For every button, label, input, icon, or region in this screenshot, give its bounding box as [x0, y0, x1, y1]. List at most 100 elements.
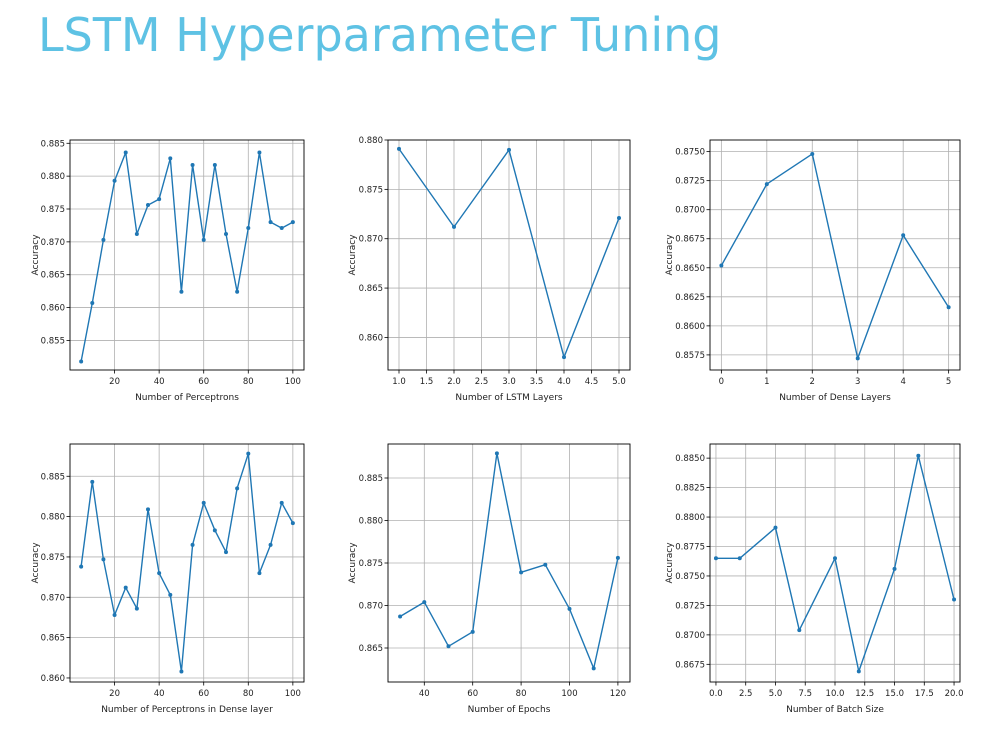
data-point — [190, 162, 195, 167]
data-point — [952, 597, 957, 602]
x-tick-label: 5.0 — [612, 377, 626, 387]
y-tick-label: 0.8675 — [675, 235, 705, 245]
x-tick-label: 0.0 — [709, 689, 723, 699]
data-point — [246, 451, 251, 456]
data-point — [224, 550, 228, 555]
data-point — [764, 182, 769, 187]
y-tick-label: 0.875 — [41, 205, 65, 215]
data-point — [90, 300, 95, 305]
x-tick-label: 5.0 — [769, 689, 783, 699]
data-point — [737, 556, 742, 561]
data-point — [90, 479, 95, 484]
x-tick-label: 20.0 — [945, 689, 964, 699]
x-tick-label: 40 — [154, 377, 165, 387]
data-point — [212, 162, 217, 167]
y-tick-label: 0.885 — [41, 472, 65, 482]
y-tick-label: 0.8650 — [675, 264, 705, 274]
data-point — [246, 226, 251, 231]
y-axis-label: Accuracy — [348, 234, 358, 276]
y-tick-label: 0.8625 — [675, 293, 705, 303]
data-point — [617, 215, 621, 220]
y-tick-label: 0.860 — [41, 304, 65, 314]
data-point — [168, 156, 173, 161]
data-point — [157, 571, 162, 576]
chart-perceptrons: 20 40 60 80 100 0.855 0.860 0.865 0.870 0.875 0.88… — [28, 136, 318, 406]
data-point — [112, 613, 117, 618]
x-axis-label: Number of LSTM Layers — [455, 393, 562, 403]
data-point — [179, 289, 184, 294]
plot-frame — [69, 443, 305, 683]
x-tick-label: 60 — [467, 689, 478, 699]
x-tick-label: 4.5 — [585, 377, 599, 387]
data-point — [112, 178, 117, 183]
data-point — [452, 224, 456, 229]
y-tick-label: 0.870 — [359, 235, 383, 245]
x-tick-label: 10.0 — [826, 689, 845, 699]
data-point — [397, 146, 401, 151]
plot-frame — [69, 139, 305, 371]
data-point — [257, 150, 262, 155]
data-point — [615, 555, 620, 560]
x-tick-label: 40 — [419, 689, 430, 699]
data-point — [279, 226, 284, 231]
y-axis-label: Accuracy — [31, 542, 41, 584]
data-point — [268, 220, 273, 225]
x-tick-label: 1.5 — [420, 377, 434, 387]
chart-dense-layers: 0 1 2 3 4 5 0.8575 0.8600 0.8625 0.8650 0.8675 0.87… — [662, 136, 962, 406]
x-tick-label: 12.5 — [855, 689, 874, 699]
data-point — [719, 263, 724, 268]
x-tick-label: 4.0 — [557, 377, 571, 387]
data-point — [101, 237, 106, 242]
data-point — [446, 644, 451, 649]
chart-svg: 20 40 60 80 100 0.860 0.865 0.870 0.875 0.880 0.88… — [31, 443, 305, 715]
x-tick-label: 100 — [285, 377, 301, 387]
slide-title: LSTM Hyperparameter Tuning — [38, 8, 722, 62]
chart-epochs: 40 60 80 100 120 0.865 0.870 0.875 0.880 0.885 Num… — [345, 440, 640, 720]
x-axis-label: Number of Perceptrons in Dense layer — [101, 705, 273, 715]
x-axis-label: Number of Dense Layers — [779, 393, 891, 403]
data-point — [422, 600, 427, 605]
data-point — [833, 556, 837, 561]
x-tick-label: 2.0 — [447, 377, 461, 387]
data-point — [892, 566, 897, 571]
data-point — [257, 571, 262, 576]
x-tick-label: 20 — [109, 689, 120, 699]
data-point — [901, 233, 906, 238]
data-point — [101, 557, 106, 562]
x-tick-label: 2.5 — [475, 377, 489, 387]
x-tick-label: 40 — [154, 689, 165, 699]
y-tick-label: 0.865 — [41, 634, 65, 644]
data-point — [773, 525, 778, 530]
data-point — [562, 355, 566, 360]
data-point — [212, 528, 217, 533]
data-point — [916, 453, 921, 458]
series-line — [80, 151, 294, 362]
y-axis-label: Accuracy — [31, 234, 41, 276]
data-point — [146, 203, 150, 208]
x-tick-label: 0 — [719, 377, 724, 387]
y-tick-label: 0.870 — [41, 593, 65, 603]
y-tick-label: 0.875 — [41, 553, 65, 563]
y-axis-label: Accuracy — [348, 542, 358, 584]
y-tick-label: 0.880 — [359, 517, 383, 527]
data-point — [279, 500, 284, 505]
data-point — [134, 606, 139, 611]
x-axis-label: Number of Perceptrons — [135, 393, 239, 403]
data-point — [591, 666, 596, 671]
x-tick-label: 17.5 — [915, 689, 934, 699]
data-point — [470, 629, 475, 634]
y-tick-label: 0.8600 — [675, 322, 705, 332]
x-tick-label: 60 — [198, 689, 209, 699]
y-tick-label: 0.8750 — [675, 148, 705, 158]
data-point — [398, 614, 403, 619]
x-tick-label: 2 — [810, 377, 815, 387]
plot-frame — [709, 139, 961, 371]
y-tick-label: 0.880 — [41, 513, 65, 523]
data-point — [79, 564, 84, 569]
series-line — [399, 452, 619, 670]
x-tick-label: 80 — [243, 689, 254, 699]
x-tick-label: 80 — [243, 377, 254, 387]
y-tick-label: 0.865 — [41, 271, 65, 281]
data-point — [157, 197, 162, 202]
y-tick-label: 0.880 — [41, 172, 65, 182]
